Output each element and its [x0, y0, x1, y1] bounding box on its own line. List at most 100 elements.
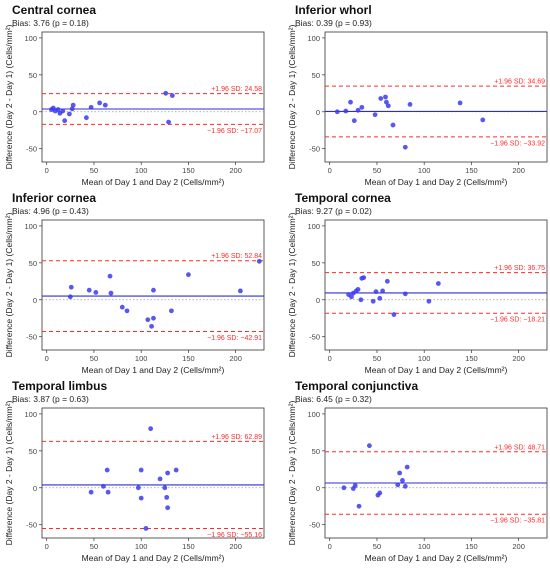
y-tick-label: 50	[312, 71, 320, 80]
y-axis-label: Difference (Day 2 - Day 1) (Cells/mm²)	[4, 24, 14, 169]
y-tick-label: -50	[309, 145, 320, 154]
data-point	[148, 426, 154, 432]
lower-loa-label: −1.96 SD: −55.16	[207, 532, 262, 539]
y-tick-label: 100	[24, 410, 37, 419]
upper-loa-label: +1.96 SD: 24.58	[211, 86, 262, 93]
data-point	[135, 485, 141, 491]
y-axis-label: Difference (Day 2 - Day 1) (Cells/mm²)	[287, 24, 297, 169]
y-tick-label: 100	[24, 222, 37, 231]
x-tick-label: 200	[512, 542, 525, 551]
data-point	[343, 108, 349, 114]
lower-loa-label: −1.96 SD: −17.07	[207, 128, 262, 135]
data-point	[402, 483, 408, 489]
data-point	[97, 100, 103, 106]
upper-loa-label: +1.96 SD: 52.84	[211, 253, 262, 260]
chart-subtitle: Bias: 0.39 (p = 0.93)	[295, 18, 372, 28]
data-point	[102, 102, 108, 108]
y-tick-label: 100	[24, 34, 37, 43]
data-point	[101, 483, 106, 489]
y-tick-label: 50	[29, 71, 37, 80]
data-point	[62, 118, 68, 124]
x-tick-label: 150	[182, 354, 195, 363]
x-axis-label: Mean of Day 1 and Day 2 (Cells/mm²)	[365, 365, 508, 375]
data-point	[119, 304, 125, 310]
y-tick-label: 100	[307, 410, 320, 419]
upper-loa-label: +1.96 SD: 62.89	[211, 434, 262, 441]
y-axis-label: Difference (Day 2 - Day 1) (Cells/mm²)	[4, 212, 14, 357]
data-point	[378, 96, 384, 101]
x-tick-label: 200	[229, 354, 242, 363]
data-point	[383, 94, 388, 100]
data-point	[145, 317, 151, 323]
data-point	[104, 467, 110, 473]
plot-area-border	[324, 219, 548, 351]
y-tick-label: 0	[33, 484, 37, 493]
upper-loa-label: +1.96 SD: 48.71	[494, 444, 545, 451]
x-tick-label: 150	[465, 166, 478, 175]
data-point	[88, 104, 94, 110]
data-point	[367, 443, 372, 449]
x-tick-label: 150	[465, 542, 478, 551]
x-tick-label: 100	[418, 542, 431, 551]
data-point	[108, 290, 114, 296]
data-point	[385, 103, 391, 109]
x-tick-label: 200	[229, 542, 242, 551]
chart-subtitle: Bias: 4.96 (p = 0.43)	[12, 206, 89, 216]
data-point	[397, 470, 403, 476]
data-point	[169, 308, 174, 314]
chart-title: Temporal conjunctiva	[295, 379, 418, 393]
y-tick-label: 100	[307, 34, 320, 43]
data-point	[457, 100, 463, 106]
y-tick-label: 0	[33, 108, 37, 117]
y-tick-label: 100	[307, 222, 320, 231]
lower-loa-label: −1.96 SD: −35.81	[490, 518, 545, 525]
chart-title: Central cornea	[12, 3, 96, 17]
chart-title: Temporal limbus	[12, 379, 107, 393]
x-tick-label: 0	[328, 166, 332, 175]
plot-area-border	[41, 31, 265, 163]
x-tick-label: 150	[182, 166, 195, 175]
y-axis-label: Difference (Day 2 - Day 1) (Cells/mm²)	[4, 400, 14, 545]
data-point	[402, 144, 408, 150]
x-tick-label: 0	[328, 354, 332, 363]
data-point	[107, 273, 113, 279]
data-point	[355, 287, 361, 292]
data-point	[186, 272, 191, 278]
data-point	[402, 291, 408, 297]
x-tick-label: 0	[45, 542, 49, 551]
x-axis-label: Mean of Day 1 and Day 2 (Cells/mm²)	[365, 177, 508, 187]
chart-subtitle: Bias: 3.76 (p = 0.18)	[12, 18, 89, 28]
y-tick-label: -50	[26, 521, 37, 530]
data-point	[69, 106, 75, 112]
data-point	[351, 118, 357, 124]
x-tick-label: 200	[512, 354, 525, 363]
data-point	[149, 323, 154, 329]
data-point	[162, 485, 168, 491]
y-tick-label: 50	[312, 447, 320, 456]
data-point	[84, 115, 89, 121]
data-point	[169, 93, 175, 98]
data-point	[166, 119, 171, 125]
data-point	[93, 289, 99, 295]
data-point	[426, 298, 432, 304]
data-point	[407, 101, 413, 107]
x-tick-label: 50	[90, 542, 98, 551]
data-point	[124, 308, 130, 314]
lower-loa-label: −1.96 SD: −33.92	[490, 140, 545, 147]
data-point	[404, 464, 410, 470]
data-point	[348, 99, 353, 105]
plot-area-border	[41, 219, 265, 351]
data-point	[256, 258, 262, 264]
data-point	[70, 102, 76, 108]
x-tick-label: 200	[229, 166, 242, 175]
y-tick-label: 50	[312, 259, 320, 268]
data-point	[356, 503, 362, 509]
x-tick-label: 0	[328, 542, 332, 551]
data-point	[66, 111, 72, 117]
data-point	[352, 483, 358, 488]
